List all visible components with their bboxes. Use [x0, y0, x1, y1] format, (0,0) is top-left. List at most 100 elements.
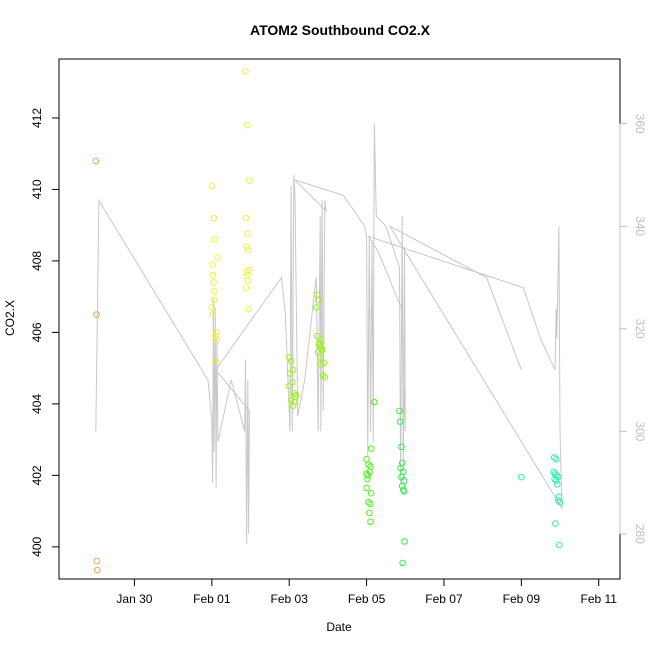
data-point	[400, 488, 408, 495]
series-4	[363, 398, 378, 526]
data-point	[93, 557, 101, 565]
data-point	[94, 566, 101, 574]
data-point	[210, 296, 218, 304]
data-point	[246, 177, 253, 184]
right-tick-label: 360	[633, 114, 647, 134]
data-point	[321, 373, 329, 381]
data-point	[398, 443, 405, 451]
data-point	[551, 475, 558, 483]
right-tick-label: 340	[633, 216, 647, 236]
data-point	[313, 304, 320, 311]
data-point	[550, 468, 557, 476]
data-point	[290, 398, 298, 406]
x-tick-label: Feb 05	[348, 592, 386, 606]
data-point	[518, 473, 525, 481]
x-tick-label: Feb 01	[193, 592, 231, 606]
data-point	[371, 398, 378, 406]
trace-line	[95, 123, 563, 545]
data-points	[92, 68, 564, 574]
data-point	[398, 482, 406, 490]
series-3	[285, 291, 329, 410]
data-point	[92, 157, 100, 165]
data-point	[363, 456, 370, 463]
data-point	[210, 214, 218, 222]
y-tick-label: 408	[30, 251, 44, 271]
data-point	[244, 121, 251, 129]
data-point	[318, 336, 325, 343]
x-tick-label: Feb 09	[503, 592, 541, 606]
data-point	[554, 481, 561, 488]
chart-title: ATOM2 Southbound CO2.X	[250, 22, 431, 38]
x-tick-label: Feb 07	[425, 592, 463, 606]
data-point	[363, 484, 370, 492]
y-tick-label: 400	[30, 536, 44, 556]
data-point	[286, 370, 294, 377]
data-point	[243, 268, 250, 275]
data-point	[287, 357, 295, 365]
x-axis-label: Date	[326, 620, 352, 634]
series-6	[518, 454, 564, 549]
y-tick-label: 412	[30, 108, 44, 128]
data-point	[243, 243, 250, 250]
data-point	[554, 473, 562, 481]
data-point	[242, 214, 250, 222]
series-5	[396, 407, 408, 567]
y-tick-label: 402	[30, 465, 44, 485]
data-point	[364, 475, 371, 483]
data-point	[211, 236, 219, 243]
data-point	[209, 261, 216, 268]
data-point	[364, 472, 372, 479]
data-point	[242, 68, 249, 75]
right-tick-label: 280	[633, 524, 647, 544]
y-tick-label: 410	[30, 179, 44, 199]
data-point	[313, 291, 321, 299]
right-tick-label: 320	[633, 319, 647, 339]
data-point	[208, 304, 216, 311]
y-tick-label: 406	[30, 322, 44, 342]
data-point	[552, 456, 560, 463]
data-point	[319, 372, 327, 379]
data-point	[244, 277, 252, 284]
data-point	[365, 498, 372, 506]
y-tick-label: 404	[30, 394, 44, 414]
x-tick-label: Feb 03	[271, 592, 309, 606]
data-point	[208, 182, 216, 190]
x-axis: Jan 30 Feb 01 Feb 03 Feb 05 Feb 07 Feb 09 Feb …	[116, 578, 617, 606]
background-trace	[95, 123, 563, 545]
data-point	[314, 332, 321, 340]
data-point	[93, 311, 100, 318]
right-axis: 280 300 320 340 360	[619, 114, 647, 544]
series-1	[92, 157, 101, 574]
x-tick-label: Feb 11	[580, 592, 617, 606]
data-point	[209, 311, 217, 318]
data-point	[210, 279, 218, 286]
data-point	[213, 336, 221, 343]
data-point	[244, 230, 251, 238]
series-2	[208, 68, 253, 365]
data-point	[367, 500, 374, 508]
data-point	[367, 445, 375, 452]
data-point	[213, 329, 220, 336]
data-point	[292, 391, 300, 399]
data-point	[211, 288, 218, 295]
data-point	[316, 354, 324, 361]
right-tick-label: 300	[633, 421, 647, 441]
data-point	[318, 345, 326, 352]
data-point	[245, 305, 252, 313]
data-point	[366, 509, 373, 517]
data-point	[552, 520, 559, 527]
data-point	[244, 246, 252, 254]
data-point	[552, 477, 560, 485]
y-axis: 400 402 404 406 408 410 412	[30, 108, 60, 557]
data-point	[554, 497, 562, 504]
y-axis-label: CO2.X	[3, 300, 17, 336]
data-point	[367, 489, 375, 497]
data-point	[401, 538, 408, 545]
data-point	[214, 254, 221, 261]
data-point	[550, 454, 558, 461]
data-point	[556, 541, 563, 549]
data-point	[399, 559, 406, 567]
data-point	[285, 354, 293, 361]
data-point	[289, 402, 297, 410]
